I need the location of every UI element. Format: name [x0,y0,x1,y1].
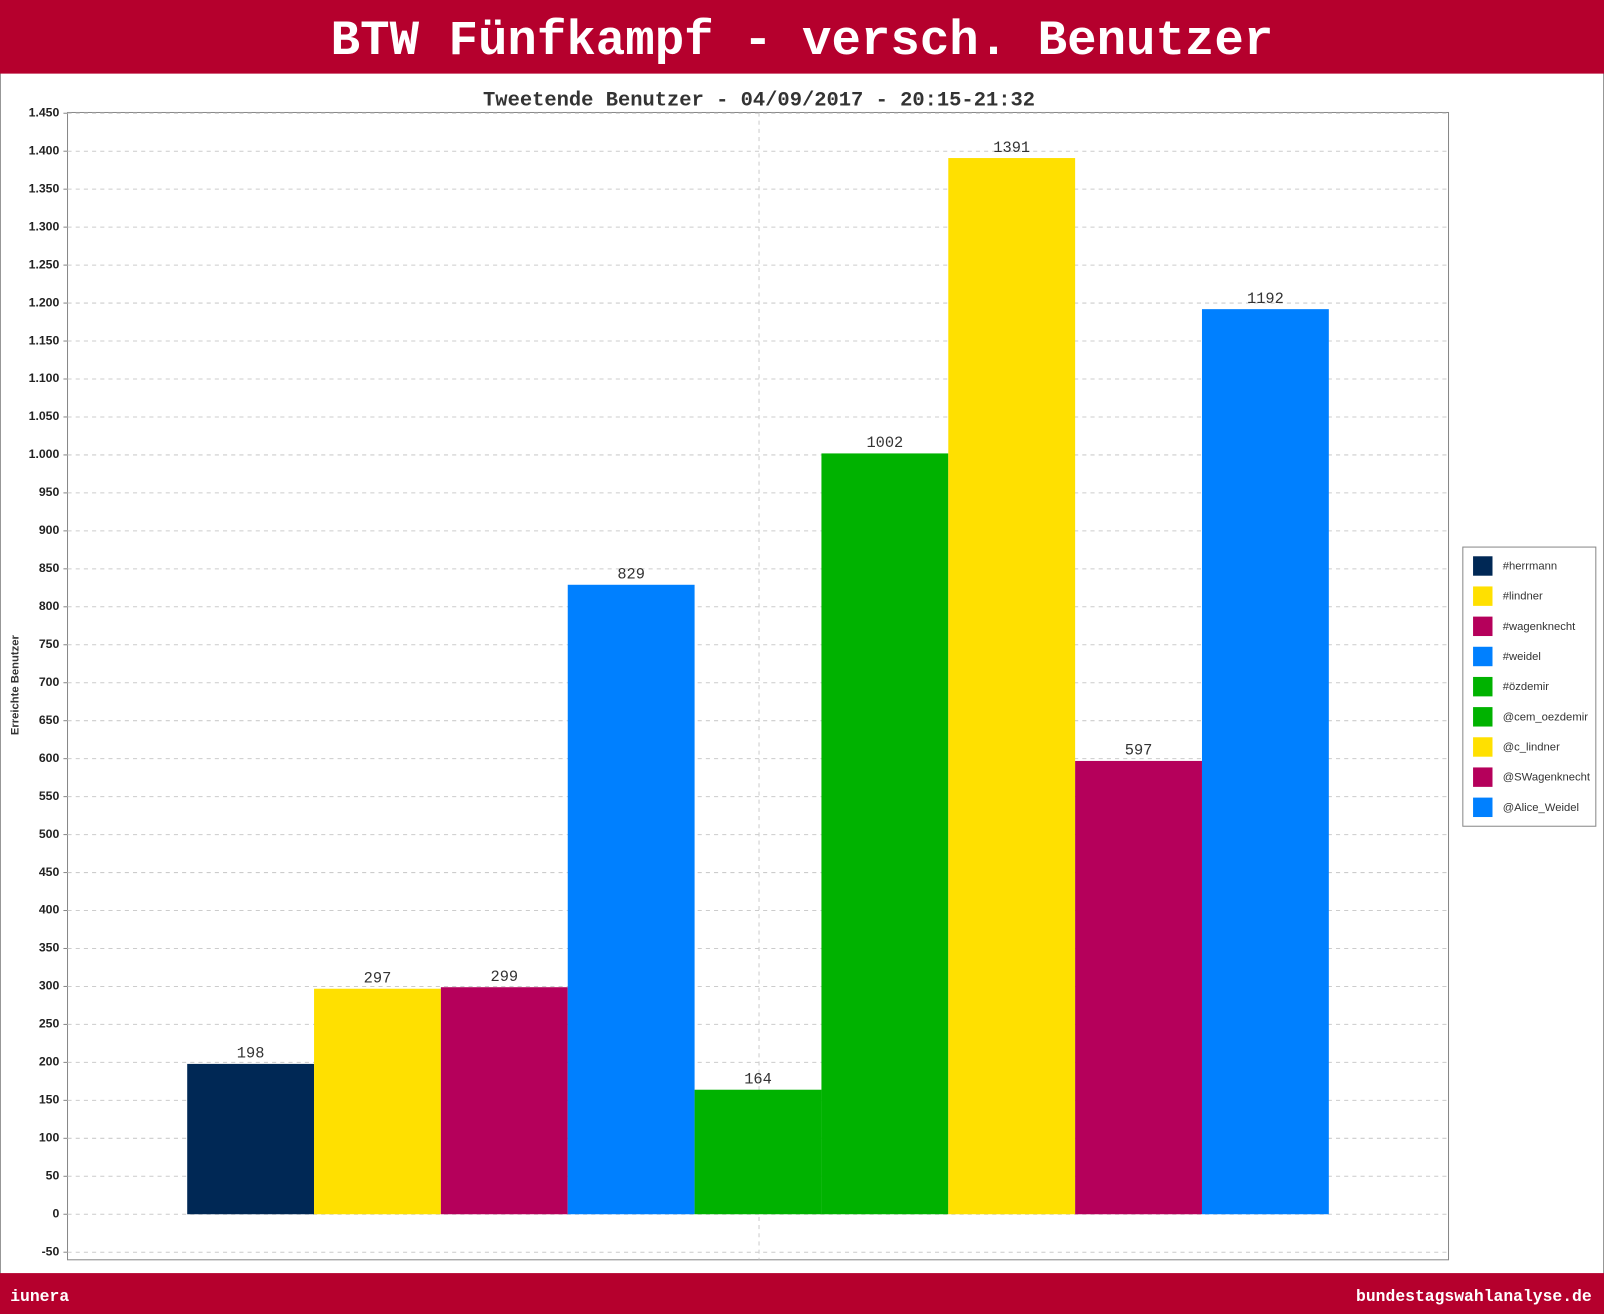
y-tick-label: 1.200 [29,295,60,309]
footer-left: iunera [10,1287,69,1306]
bar [694,1089,822,1215]
y-tick-label: 450 [39,865,60,879]
legend-swatch [1473,646,1493,667]
legend-label: @SWagenknecht [1503,772,1591,784]
y-tick-label: 50 [46,1169,60,1183]
legend-label: #weidel [1503,651,1541,663]
value-label: 297 [364,970,392,988]
y-axis-label: Erreichte Benutzer [9,634,21,735]
y-tick-label: 100 [39,1131,60,1145]
y-tick-label: 900 [39,523,60,537]
y-tick-label: 400 [39,903,60,917]
y-tick-label: 300 [39,979,60,993]
y-tick-label: 1.100 [29,371,60,385]
y-tick-label: 700 [39,675,60,689]
legend-swatch [1473,707,1493,727]
value-label: 829 [617,566,645,584]
bar [314,988,441,1215]
y-tick-label: 0 [53,1206,60,1220]
y-tick-label: 500 [39,827,60,841]
legend-swatch [1473,797,1493,818]
y-tick-label: 1.000 [29,447,60,461]
bar [567,584,695,1215]
y-tick-label: 350 [39,941,60,955]
legend-label: #wagenknecht [1503,621,1576,633]
header-bar [0,0,1604,74]
value-label: 1192 [1247,290,1284,308]
value-label: 299 [491,968,519,986]
legend-swatch [1473,586,1493,606]
bar [440,987,568,1215]
y-tick-label: 750 [39,637,60,651]
legend-label: @cem_oezdemir [1503,711,1588,723]
footer-right: bundestagswahlanalyse.de [1356,1287,1592,1306]
page-title: BTW Fünfkampf - versch. Benutzer [331,13,1274,69]
bar [187,1063,315,1215]
y-tick-label: 1.400 [29,143,60,157]
bar [1201,309,1329,1215]
chart-title: Tweetende Benutzer - 04/09/2017 - 20:15-… [483,90,1035,113]
y-tick-label: 1.050 [29,409,60,423]
y-tick-label: 150 [39,1093,60,1107]
y-tick-label: 1.450 [29,105,60,119]
y-tick-label: 950 [39,485,60,499]
legend-swatch [1473,767,1493,787]
y-tick-label: 550 [39,789,60,803]
plot-area [67,111,1450,1261]
y-tick-label: 850 [39,561,60,575]
y-tick-label: -50 [42,1244,60,1258]
footer-bar [0,1273,1604,1314]
y-tick-label: 800 [39,599,60,613]
legend-swatch [1473,676,1493,697]
value-label: 1002 [866,434,903,452]
y-tick-label: 600 [39,751,60,765]
bar [948,158,1076,1215]
y-tick-label: 1.350 [29,181,60,195]
value-label: 198 [237,1045,265,1063]
legend-label: @Alice_Weidel [1503,802,1579,814]
y-tick-label: 650 [39,713,60,727]
legend-label: #özdemir [1503,681,1550,693]
legend-swatch [1473,616,1493,637]
value-label: 597 [1125,742,1153,760]
legend-swatch [1473,556,1493,576]
legend-label: #herrmann [1503,560,1557,572]
legend-swatch [1473,737,1493,757]
y-tick-label: 1.150 [29,333,60,347]
legend-label: #lindner [1503,591,1543,603]
y-tick-label: 1.300 [29,219,60,233]
bar [1075,760,1202,1215]
value-label: 1391 [993,139,1030,157]
y-tick-label: 250 [39,1017,60,1031]
y-tick-label: 200 [39,1055,60,1069]
legend-label: @c_lindner [1503,741,1560,753]
y-tick-label: 1.250 [29,257,60,271]
value-label: 164 [744,1071,772,1089]
bar [821,453,949,1215]
